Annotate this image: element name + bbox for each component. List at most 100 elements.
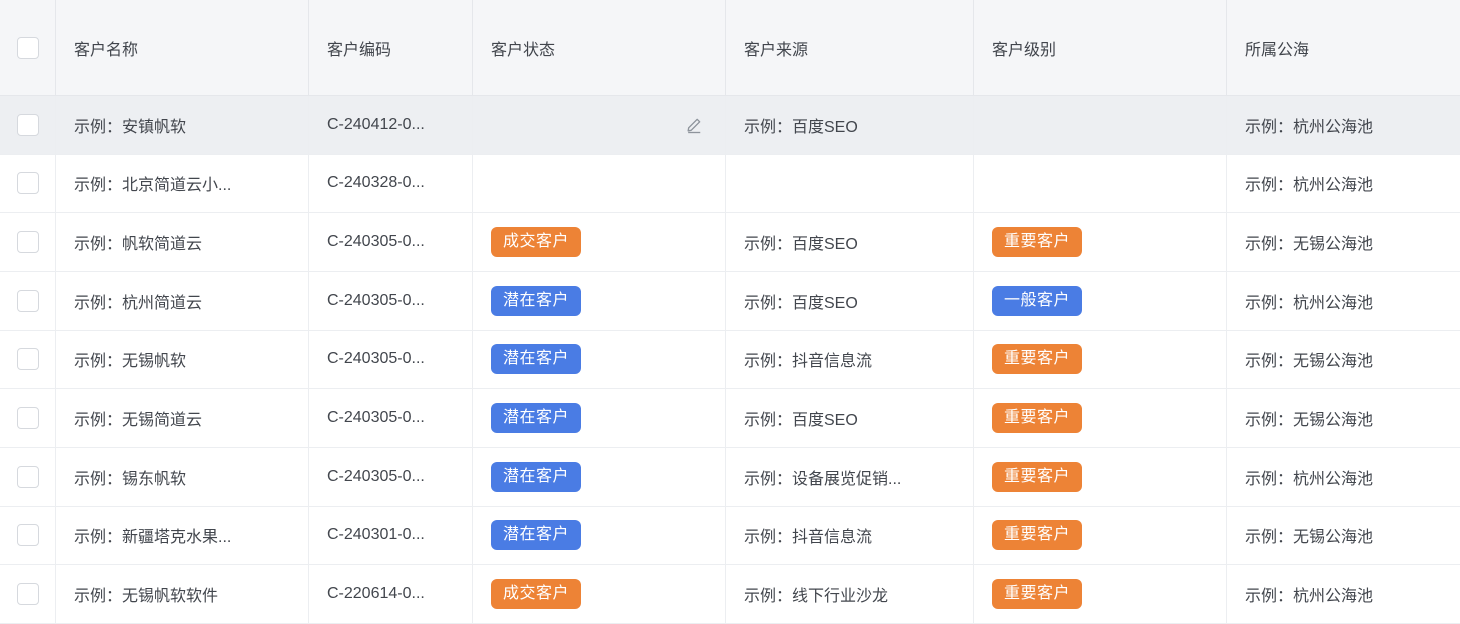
- status-badge: 潜在客户: [491, 520, 582, 551]
- cell-status: 潜在客户: [473, 271, 726, 330]
- cell-level: 重要客户: [974, 330, 1227, 389]
- column-header-code: 客户编码: [309, 0, 473, 95]
- cell-status: 潜在客户: [473, 506, 726, 565]
- table-row[interactable]: 示例：杭州简道云 C-240305-0... 潜在客户 示例：百度SEO 一般客户 示例：…: [0, 271, 1460, 331]
- pool-text: 示例：杭州公海池: [1245, 294, 1374, 312]
- row-checkbox[interactable]: [16, 113, 39, 136]
- cell-code: C-240305-0...: [309, 213, 473, 271]
- table-row[interactable]: 示例：帆软简道云 C-240305-0... 成交客户 示例：百度SEO 重要客户 示例：…: [0, 213, 1460, 272]
- pool-text: 示例：无锡公海池: [1245, 236, 1374, 254]
- table-row[interactable]: 示例：无锡帆软 C-240305-0... 潜在客户 示例：抖音信息流 重要客户 示例：无…: [0, 330, 1460, 390]
- row-checkbox-cell: [0, 96, 56, 154]
- cell-code: C-240328-0...: [309, 154, 473, 213]
- cell-pool: 示例：杭州公海池: [1227, 448, 1460, 506]
- name-text: 示例：北京简道云小...: [74, 177, 232, 195]
- cell-name: 示例：新疆塔克水果...: [56, 506, 309, 565]
- row-checkbox[interactable]: [16, 583, 39, 606]
- cell-source: 示例：抖音信息流: [726, 506, 974, 565]
- cell-code: C-240305-0...: [309, 271, 473, 330]
- cell-pool: 示例：杭州公海池: [1227, 565, 1460, 623]
- row-checkbox-cell: [0, 447, 56, 506]
- cell-source: 示例：设备展览促销...: [726, 447, 974, 506]
- table-row[interactable]: 示例：安镇帆软 C-240412-0... 示例：百度SEO 示例：杭州公海池: [0, 96, 1460, 155]
- table-row[interactable]: 示例：新疆塔克水果... C-240301-0... 潜在客户 示例：抖音信息流 重要客…: [0, 506, 1460, 566]
- source-text: 示例：百度SEO: [744, 118, 858, 136]
- cell-status: 成交客户: [473, 213, 726, 271]
- pool-text: 示例：无锡公海池: [1245, 412, 1374, 430]
- table-row[interactable]: 示例：锡东帆软 C-240305-0... 潜在客户 示例：设备展览促销... 重要客户…: [0, 447, 1460, 507]
- pool-text: 示例：杭州公海池: [1245, 470, 1374, 488]
- row-checkbox[interactable]: [16, 407, 39, 430]
- cell-name: 示例：杭州简道云: [56, 271, 309, 330]
- source-text: 示例：百度SEO: [744, 294, 858, 312]
- pool-text: 示例：杭州公海池: [1245, 177, 1374, 195]
- status-badge: 潜在客户: [491, 403, 582, 434]
- cell-code: C-220614-0...: [309, 565, 473, 623]
- level-badge: 重要客户: [992, 461, 1083, 492]
- table-body: 示例：安镇帆软 C-240412-0... 示例：百度SEO 示例：杭州公海池 示例：北…: [0, 96, 1460, 624]
- row-checkbox[interactable]: [16, 172, 39, 195]
- cell-source: 示例：百度SEO: [726, 96, 974, 154]
- row-checkbox[interactable]: [16, 524, 39, 547]
- source-text: 示例：百度SEO: [744, 412, 858, 430]
- cell-status: [473, 154, 726, 213]
- cell-pool: 示例：杭州公海池: [1227, 155, 1460, 213]
- code-text: C-240412-0...: [327, 115, 425, 133]
- cell-level: 重要客户: [974, 506, 1227, 565]
- cell-level: 重要客户: [974, 389, 1227, 447]
- code-text: C-240305-0...: [327, 467, 425, 485]
- column-header-status: 客户状态: [473, 0, 726, 95]
- row-checkbox-cell: [0, 213, 56, 271]
- status-badge: 潜在客户: [491, 285, 582, 316]
- cell-name: 示例：帆软简道云: [56, 213, 309, 271]
- name-text: 示例：新疆塔克水果...: [74, 529, 232, 547]
- cell-code: C-240305-0...: [309, 389, 473, 447]
- cell-pool: 示例：杭州公海池: [1227, 96, 1460, 154]
- cell-status: 潜在客户: [473, 389, 726, 447]
- row-checkbox[interactable]: [16, 231, 39, 254]
- row-checkbox-cell: [0, 271, 56, 330]
- code-text: C-240305-0...: [327, 233, 425, 251]
- level-badge: 重要客户: [992, 227, 1083, 258]
- cell-level: [974, 96, 1227, 154]
- table-row[interactable]: 示例：北京简道云小... C-240328-0... 示例：杭州公海池: [0, 154, 1460, 214]
- cell-source: 示例：百度SEO: [726, 389, 974, 447]
- cell-status: [473, 96, 726, 154]
- row-checkbox[interactable]: [16, 348, 39, 371]
- select-all-checkbox[interactable]: [16, 36, 39, 59]
- source-text: 示例：百度SEO: [744, 236, 858, 254]
- row-checkbox[interactable]: [16, 465, 39, 488]
- level-badge: 重要客户: [992, 579, 1083, 610]
- cell-name: 示例：无锡简道云: [56, 389, 309, 447]
- name-text: 示例：安镇帆软: [74, 118, 187, 136]
- cell-status: 潜在客户: [473, 330, 726, 389]
- code-text: C-240301-0...: [327, 526, 425, 544]
- cell-source: 示例：百度SEO: [726, 271, 974, 330]
- cell-status: 潜在客户: [473, 447, 726, 506]
- cell-code: C-240305-0...: [309, 447, 473, 506]
- cell-level: 重要客户: [974, 447, 1227, 506]
- row-checkbox-cell: [0, 389, 56, 447]
- table-row[interactable]: 示例：无锡简道云 C-240305-0... 潜在客户 示例：百度SEO 重要客户 示例：…: [0, 389, 1460, 448]
- row-checkbox-cell: [0, 154, 56, 213]
- code-text: C-240305-0...: [327, 350, 425, 368]
- source-text: 示例：抖音信息流: [744, 353, 873, 371]
- code-text: C-240305-0...: [327, 291, 425, 309]
- cell-code: C-240305-0...: [309, 330, 473, 389]
- cell-source: 示例：抖音信息流: [726, 330, 974, 389]
- cell-pool: 示例：杭州公海池: [1227, 272, 1460, 330]
- name-text: 示例：无锡简道云: [74, 412, 203, 430]
- row-checkbox[interactable]: [16, 289, 39, 312]
- source-text: 示例：设备展览促销...: [744, 470, 902, 488]
- edit-pencil-icon[interactable]: [683, 114, 705, 136]
- source-text: 示例：线下行业沙龙: [744, 588, 889, 606]
- table-row[interactable]: 示例：无锡帆软软件 C-220614-0... 成交客户 示例：线下行业沙龙 重要客户 示…: [0, 565, 1460, 624]
- code-text: C-240305-0...: [327, 409, 425, 427]
- row-checkbox-cell: [0, 330, 56, 389]
- cell-source: [726, 154, 974, 213]
- table-header: 客户名称 客户编码 客户状态 客户来源 客户级别 所属公海: [0, 0, 1460, 96]
- level-badge: 一般客户: [992, 285, 1083, 316]
- cell-pool: 示例：无锡公海池: [1227, 213, 1460, 271]
- cell-name: 示例：安镇帆软: [56, 96, 309, 154]
- row-checkbox-cell: [0, 565, 56, 623]
